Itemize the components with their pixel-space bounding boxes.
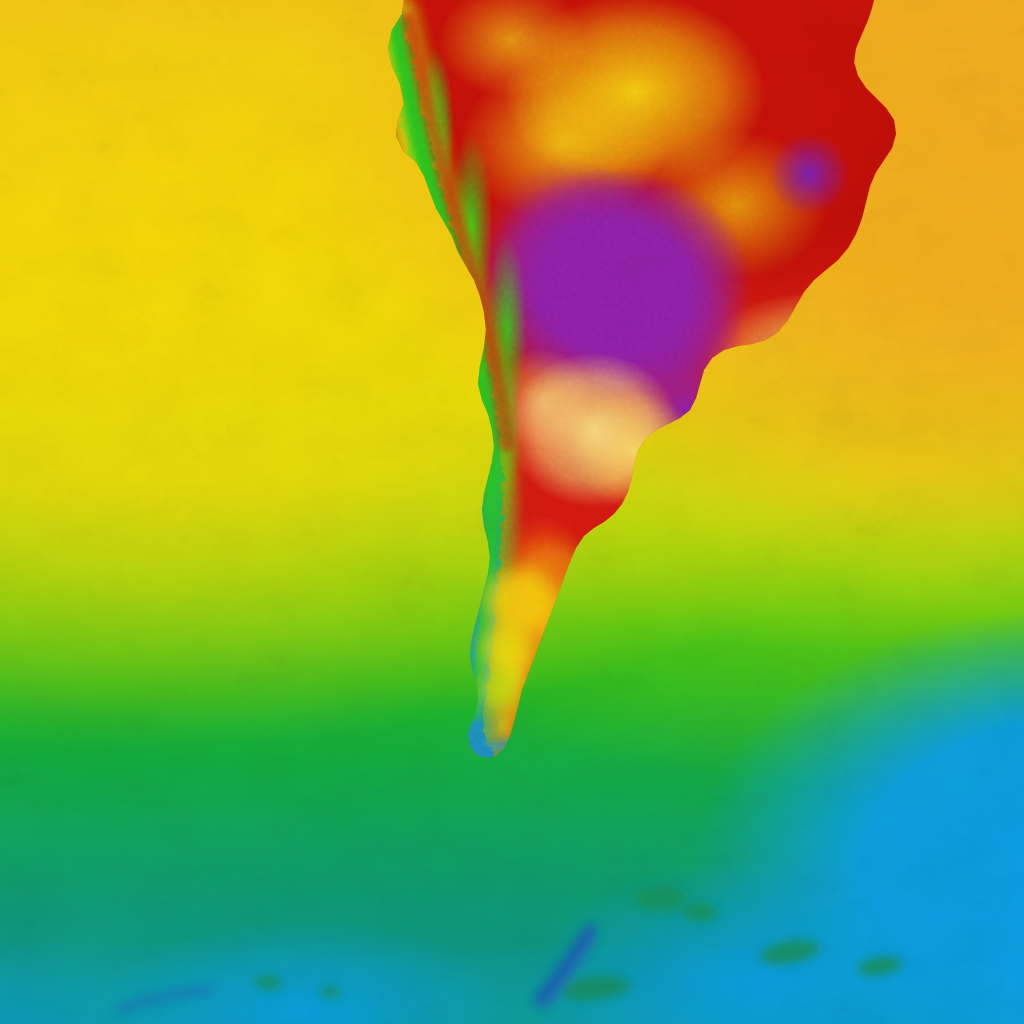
raster-map-canvas <box>0 0 1024 1024</box>
contour-banding-texture <box>0 0 1024 1024</box>
